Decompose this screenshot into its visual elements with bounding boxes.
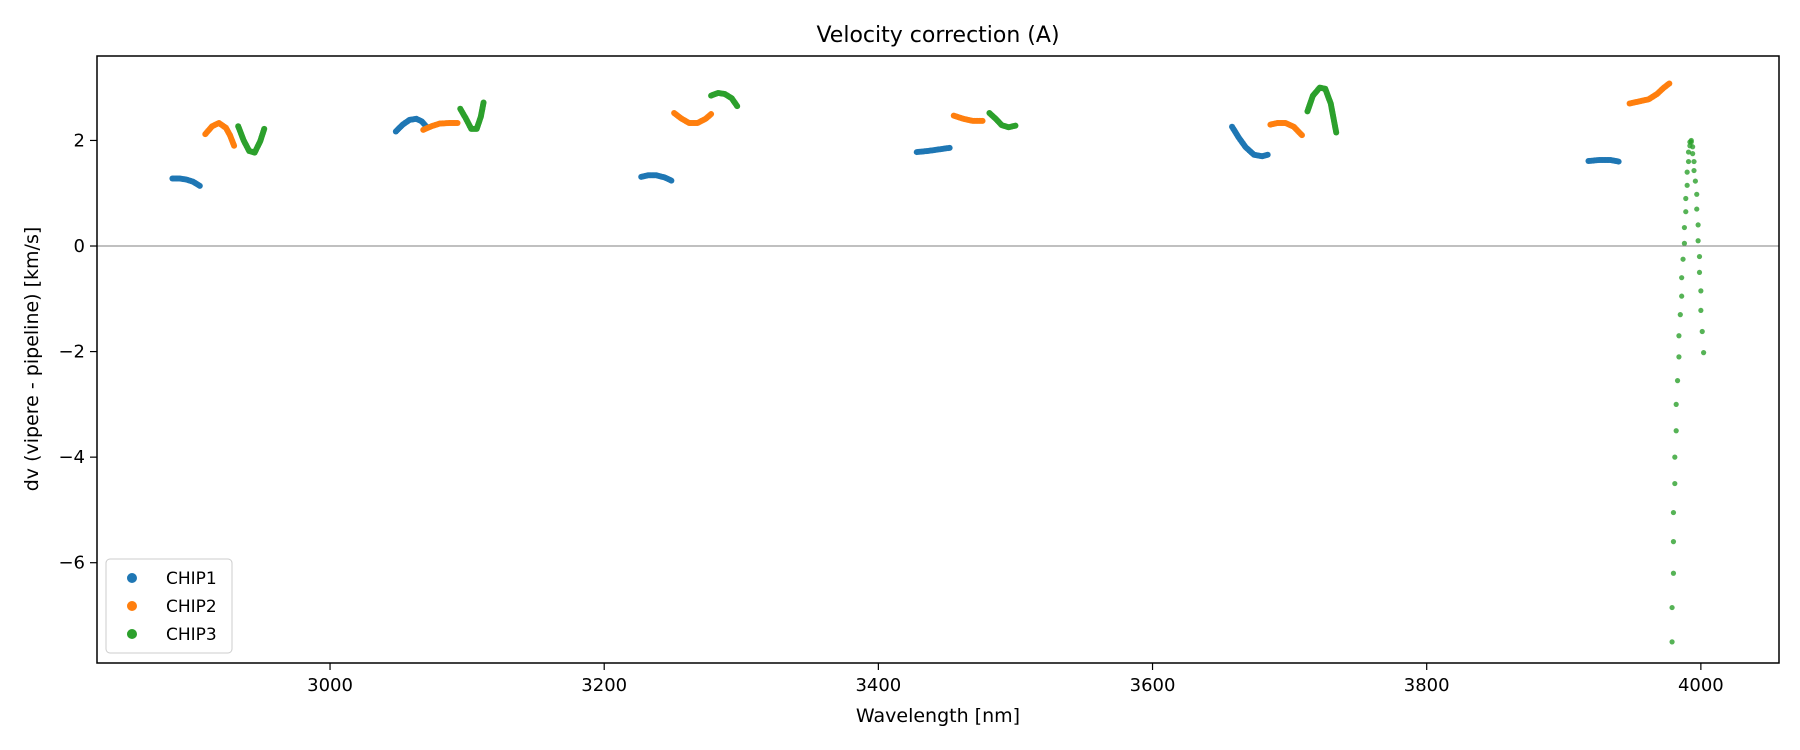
data-point [1690, 151, 1696, 157]
data-point [1674, 378, 1681, 384]
data-point [261, 125, 268, 132]
data-point [1673, 428, 1679, 434]
y-axis-label: dv (vipere - pipeline) [km/s] [21, 227, 43, 492]
data-point [1676, 333, 1682, 339]
data-point [1691, 158, 1697, 165]
data-point [1683, 209, 1689, 215]
data-point [1683, 195, 1689, 202]
legend-marker-chip3 [127, 629, 137, 639]
data-point [1690, 144, 1696, 150]
x-tick-label: 3200 [581, 675, 627, 696]
chart-title: Velocity correction (A) [816, 23, 1059, 48]
data-point [1688, 139, 1694, 145]
y-tick-label: 0 [74, 236, 85, 257]
data-point [1692, 178, 1698, 184]
y-tick-label: 2 [74, 130, 85, 151]
data-point [1695, 238, 1701, 244]
data-point [231, 142, 238, 149]
data-point [1615, 158, 1622, 165]
x-tick-label: 3800 [1404, 675, 1450, 696]
data-point [1698, 288, 1704, 294]
data-point [1681, 240, 1688, 246]
data-point [480, 99, 487, 106]
legend-marker-chip1 [127, 573, 137, 583]
series-chip2 [202, 80, 1673, 149]
data-point [1677, 312, 1683, 318]
y-tick-label: −2 [58, 342, 85, 363]
x-tick-label: 3600 [1130, 675, 1176, 696]
data-point [1670, 539, 1677, 545]
x-tick-label: 3000 [307, 675, 353, 696]
data-point [1694, 206, 1700, 212]
legend-frame [105, 558, 233, 654]
legend: CHIP1 CHIP2 CHIP3 [105, 558, 233, 654]
data-point [1696, 269, 1703, 276]
y-axis: 2 0 −2 −4 −6 [58, 130, 97, 574]
data-point [946, 144, 953, 151]
series-chip1 [169, 115, 1622, 189]
data-point [1264, 151, 1271, 158]
data-point [1685, 158, 1692, 165]
legend-label-chip1: CHIP1 [166, 569, 217, 589]
data-point [1670, 509, 1677, 516]
data-point [1672, 480, 1678, 487]
data-point [1685, 149, 1692, 155]
legend-label-chip2: CHIP2 [166, 597, 217, 617]
data-point [1676, 354, 1682, 360]
data-point [1672, 454, 1678, 460]
data-point [1694, 191, 1700, 197]
data-point [1666, 80, 1673, 87]
data-point [1680, 256, 1686, 262]
data-point [1696, 253, 1703, 260]
data-point [1701, 350, 1707, 356]
plot-frame [96, 55, 1780, 664]
legend-items: CHIP1 CHIP2 CHIP3 [127, 569, 217, 645]
data-point [708, 111, 715, 118]
data-point [1669, 604, 1675, 611]
y-tick-label: −6 [58, 553, 85, 574]
y-tick-label: −4 [58, 447, 85, 468]
data-point [1698, 307, 1704, 314]
data-point [979, 117, 986, 124]
x-tick-label: 3400 [855, 675, 901, 696]
data-point [1298, 132, 1305, 139]
data-point [1012, 122, 1019, 129]
x-axis: 3000 3200 3400 3600 3800 4000 [307, 663, 1724, 696]
plot-area [96, 55, 1780, 664]
data-point [1681, 224, 1688, 231]
data-marks [169, 80, 1707, 645]
data-point [668, 177, 675, 184]
data-point [1679, 275, 1685, 281]
data-point [1679, 293, 1685, 299]
data-point [1699, 328, 1705, 335]
x-tick-label: 4000 [1678, 675, 1724, 696]
data-point [1691, 167, 1697, 174]
data-point [196, 182, 203, 189]
data-point [1333, 129, 1340, 136]
x-axis-label: Wavelength [nm] [856, 705, 1020, 727]
data-point [1669, 639, 1675, 645]
data-point [1695, 222, 1701, 228]
legend-label-chip3: CHIP3 [166, 625, 217, 645]
legend-marker-chip2 [127, 601, 137, 611]
data-point [1670, 570, 1677, 576]
data-point [1673, 401, 1679, 407]
data-point [1684, 169, 1690, 175]
series-chip3 [235, 84, 1707, 645]
data-point [1684, 182, 1690, 188]
data-point [734, 103, 741, 110]
plot-background [97, 56, 1779, 663]
data-point [454, 120, 461, 127]
